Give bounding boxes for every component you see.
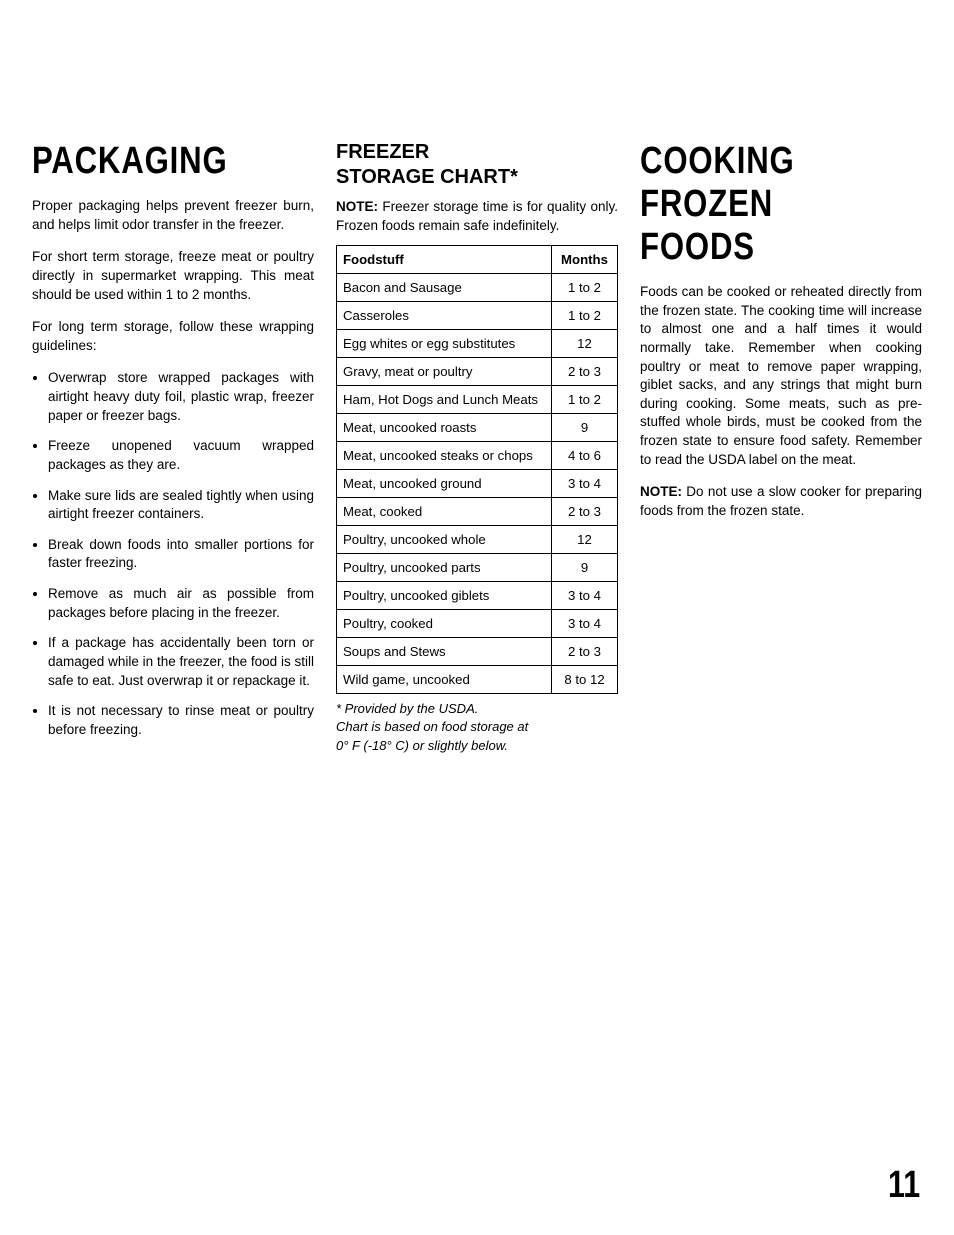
- note-lead: NOTE:: [336, 199, 378, 214]
- page-number: 11: [888, 1164, 920, 1207]
- cell-foodstuff: Meat, uncooked steaks or chops: [337, 442, 552, 470]
- page: Packaging Proper packaging helps prevent…: [0, 0, 954, 1235]
- bullet-item: Make sure lids are sealed tightly when u…: [48, 487, 314, 524]
- cell-months: 3 to 4: [552, 470, 618, 498]
- cell-foodstuff: Meat, cooked: [337, 498, 552, 526]
- bullet-item: Freeze unopened vacuum wrapped packages …: [48, 437, 314, 474]
- cell-foodstuff: Gravy, meat or poultry: [337, 358, 552, 386]
- table-row: Soups and Stews2 to 3: [337, 638, 618, 666]
- cell-foodstuff: Meat, uncooked roasts: [337, 414, 552, 442]
- cell-months: 1 to 2: [552, 386, 618, 414]
- table-header-row: Foodstuff Months: [337, 246, 618, 274]
- note-rest: Freezer storage time is for quality only…: [336, 199, 618, 233]
- heading-packaging: Packaging: [32, 140, 263, 183]
- cell-months: 2 to 3: [552, 498, 618, 526]
- cell-foodstuff: Bacon and Sausage: [337, 274, 552, 302]
- cell-months: 2 to 3: [552, 358, 618, 386]
- cell-foodstuff: Meat, uncooked ground: [337, 470, 552, 498]
- bullet-item: Overwrap store wrapped packages with air…: [48, 369, 314, 425]
- cell-foodstuff: Wild game, uncooked: [337, 666, 552, 694]
- column-cooking: Cooking frozen foods Foods can be cooked…: [640, 140, 922, 755]
- cell-months: 3 to 4: [552, 582, 618, 610]
- heading-cooking: Cooking frozen foods: [640, 140, 871, 269]
- storage-chart-note: NOTE: Freezer storage time is for qualit…: [336, 198, 618, 235]
- cooking-note: NOTE: Do not use a slow cooker for prepa…: [640, 483, 922, 520]
- bullet-item: It is not necessary to rinse meat or pou…: [48, 702, 314, 739]
- cooking-para-1: Foods can be cooked or reheated directly…: [640, 283, 922, 469]
- packaging-para-3: For long term storage, follow these wrap…: [32, 318, 314, 355]
- table-row: Wild game, uncooked8 to 12: [337, 666, 618, 694]
- packaging-para-2: For short term storage, freeze meat or p…: [32, 248, 314, 304]
- table-row: Poultry, uncooked parts9: [337, 554, 618, 582]
- cell-months: 12: [552, 330, 618, 358]
- table-row: Poultry, uncooked giblets3 to 4: [337, 582, 618, 610]
- heading-storage-chart: FREEZER STORAGE CHART*: [336, 140, 618, 190]
- cell-foodstuff: Ham, Hot Dogs and Lunch Meats: [337, 386, 552, 414]
- cell-months: 3 to 4: [552, 610, 618, 638]
- packaging-para-1: Proper packaging helps prevent freezer b…: [32, 197, 314, 234]
- col-header-foodstuff: Foodstuff: [337, 246, 552, 274]
- col-header-months: Months: [552, 246, 618, 274]
- table-row: Ham, Hot Dogs and Lunch Meats1 to 2: [337, 386, 618, 414]
- cell-foodstuff: Poultry, uncooked whole: [337, 526, 552, 554]
- table-row: Gravy, meat or poultry2 to 3: [337, 358, 618, 386]
- cell-foodstuff: Casseroles: [337, 302, 552, 330]
- cell-months: 9: [552, 414, 618, 442]
- packaging-bullet-list: Overwrap store wrapped packages with air…: [32, 369, 314, 739]
- table-body: Bacon and Sausage1 to 2Casseroles1 to 2E…: [337, 274, 618, 694]
- cell-foodstuff: Poultry, uncooked giblets: [337, 582, 552, 610]
- storage-chart-footnote: * Provided by the USDA. Chart is based o…: [336, 700, 618, 755]
- cell-months: 1 to 2: [552, 274, 618, 302]
- table-row: Meat, cooked2 to 3: [337, 498, 618, 526]
- table-row: Poultry, uncooked whole12: [337, 526, 618, 554]
- table-row: Meat, uncooked ground3 to 4: [337, 470, 618, 498]
- cell-foodstuff: Soups and Stews: [337, 638, 552, 666]
- note-rest: Do not use a slow cooker for preparing f…: [640, 484, 922, 518]
- column-storage-chart: FREEZER STORAGE CHART* NOTE: Freezer sto…: [336, 140, 618, 755]
- cell-months: 8 to 12: [552, 666, 618, 694]
- table-row: Meat, uncooked roasts9: [337, 414, 618, 442]
- table-row: Poultry, cooked3 to 4: [337, 610, 618, 638]
- bullet-item: Break down foods into smaller portions f…: [48, 536, 314, 573]
- storage-chart-table: Foodstuff Months Bacon and Sausage1 to 2…: [336, 245, 618, 694]
- cell-foodstuff: Poultry, cooked: [337, 610, 552, 638]
- table-row: Bacon and Sausage1 to 2: [337, 274, 618, 302]
- cell-foodstuff: Egg whites or egg substitutes: [337, 330, 552, 358]
- note-lead: NOTE:: [640, 484, 682, 499]
- bullet-item: Remove as much air as possible from pack…: [48, 585, 314, 622]
- cell-months: 1 to 2: [552, 302, 618, 330]
- cell-months: 12: [552, 526, 618, 554]
- table-row: Egg whites or egg substitutes12: [337, 330, 618, 358]
- column-layout: Packaging Proper packaging helps prevent…: [32, 140, 922, 755]
- cell-foodstuff: Poultry, uncooked parts: [337, 554, 552, 582]
- table-row: Meat, uncooked steaks or chops4 to 6: [337, 442, 618, 470]
- column-packaging: Packaging Proper packaging helps prevent…: [32, 140, 314, 755]
- bullet-item: If a package has accidentally been torn …: [48, 634, 314, 690]
- cell-months: 4 to 6: [552, 442, 618, 470]
- cell-months: 9: [552, 554, 618, 582]
- table-row: Casseroles1 to 2: [337, 302, 618, 330]
- cell-months: 2 to 3: [552, 638, 618, 666]
